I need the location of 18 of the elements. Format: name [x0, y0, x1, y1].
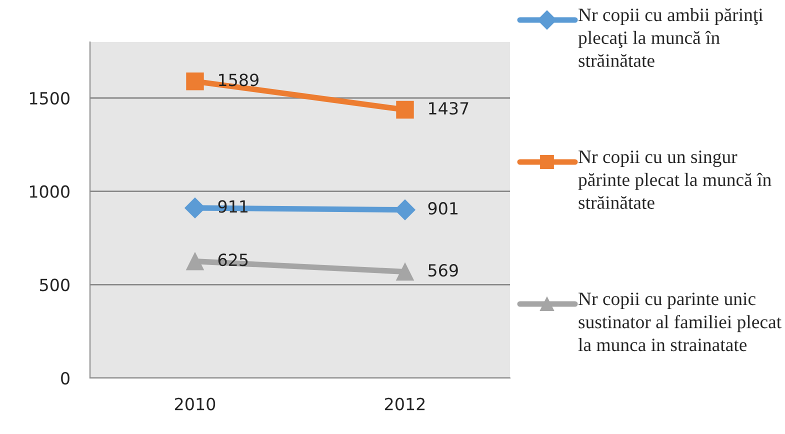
point	[396, 100, 414, 119]
point	[186, 252, 204, 270]
x-tick-label: 2010	[175, 398, 216, 410]
point	[396, 262, 414, 281]
legend-label: Nr copii cu ambii părinţi plecaţi la muncă în străinătate	[578, 8, 764, 67]
x-tick-label: 2012	[385, 398, 425, 410]
data-label: 1589	[219, 74, 258, 86]
legend-label: Nr copii cu parinte unic sustinator al familiei plecat la munca in strainatate	[578, 292, 782, 352]
data-label: 625	[218, 254, 248, 266]
y-tick-label: 0	[61, 372, 70, 385]
y-tick-label: 1500	[30, 92, 70, 105]
data-label: 569	[428, 264, 458, 277]
data-label: 901	[428, 202, 458, 215]
legend-label: Nr copii cu un singur părinte plecat la muncă în străinătate	[578, 150, 772, 209]
y-tick-label: 1000	[30, 185, 70, 198]
y-tick-label: 500	[40, 278, 70, 292]
point	[186, 72, 204, 90]
data-label: 1437	[429, 102, 468, 115]
